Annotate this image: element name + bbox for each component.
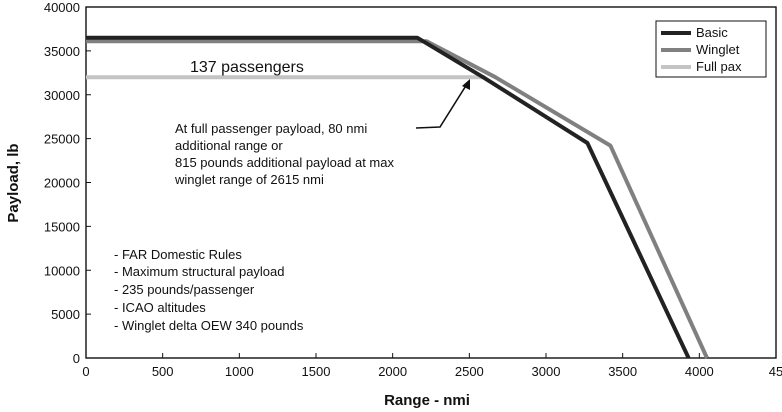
x-tick-label: 45 [769,364,782,379]
y-tick-label: 0 [73,351,80,366]
series-lines [86,35,709,359]
note-line: - 235 pounds/passenger [114,282,255,297]
notes-block: - FAR Domestic Rules - Maximum structura… [114,247,304,333]
arrow-note-line: 815 pounds additional payload at max [175,155,394,170]
y-axis-title: Payload, lb [5,143,22,222]
legend: Basic Winglet Full pax [655,20,767,78]
legend-label-winglet: Winglet [696,42,740,57]
x-tick-label: 3000 [532,364,561,379]
x-axis-title: Range - nmi [384,392,470,409]
annotation-arrow-line [415,83,468,129]
y-tick-label: 10000 [44,263,80,278]
annotation-arrowhead [462,79,470,90]
x-tick-label: 0 [82,364,89,379]
y-tick-label: 25000 [44,132,80,147]
note-line: - Maximum structural payload [114,264,285,279]
passengers-label: 137 passengers [190,59,304,76]
y-tick-label: 35000 [44,44,80,59]
x-tick-label: 4000 [685,364,714,379]
axis-ticks: 0 500 1000 1500 2000 2500 3000 3500 4000 45 0 5000 1… [44,0,782,379]
note-line: - ICAO altitudes [114,300,206,315]
arrow-note-line: At full passenger payload, 80 nmi [175,121,367,136]
y-tick-label: 30000 [44,88,80,103]
x-tick-label: 1500 [302,364,331,379]
y-tick-label: 15000 [44,219,80,234]
arrow-note-line: winglet range of 2615 nmi [174,172,324,187]
legend-label-full-pax: Full pax [696,59,742,74]
series-line-basic [86,35,691,359]
legend-label-basic: Basic [696,25,728,40]
note-line: - Winglet delta OEW 340 pounds [114,318,304,333]
arrow-annotation: At full passenger payload, 80 nmi additi… [174,79,470,187]
note-line: - FAR Domestic Rules [114,247,242,262]
x-tick-label: 1000 [225,364,254,379]
y-tick-label: 40000 [44,0,80,15]
x-tick-label: 500 [152,364,174,379]
arrow-note-line: additional range or [175,138,283,153]
series-line-winglet [86,39,709,359]
x-tick-label: 3500 [608,364,637,379]
x-tick-label: 2000 [378,364,407,379]
y-tick-label: 5000 [51,307,80,322]
y-tick-label: 20000 [44,176,80,191]
x-tick-label: 2500 [455,364,484,379]
